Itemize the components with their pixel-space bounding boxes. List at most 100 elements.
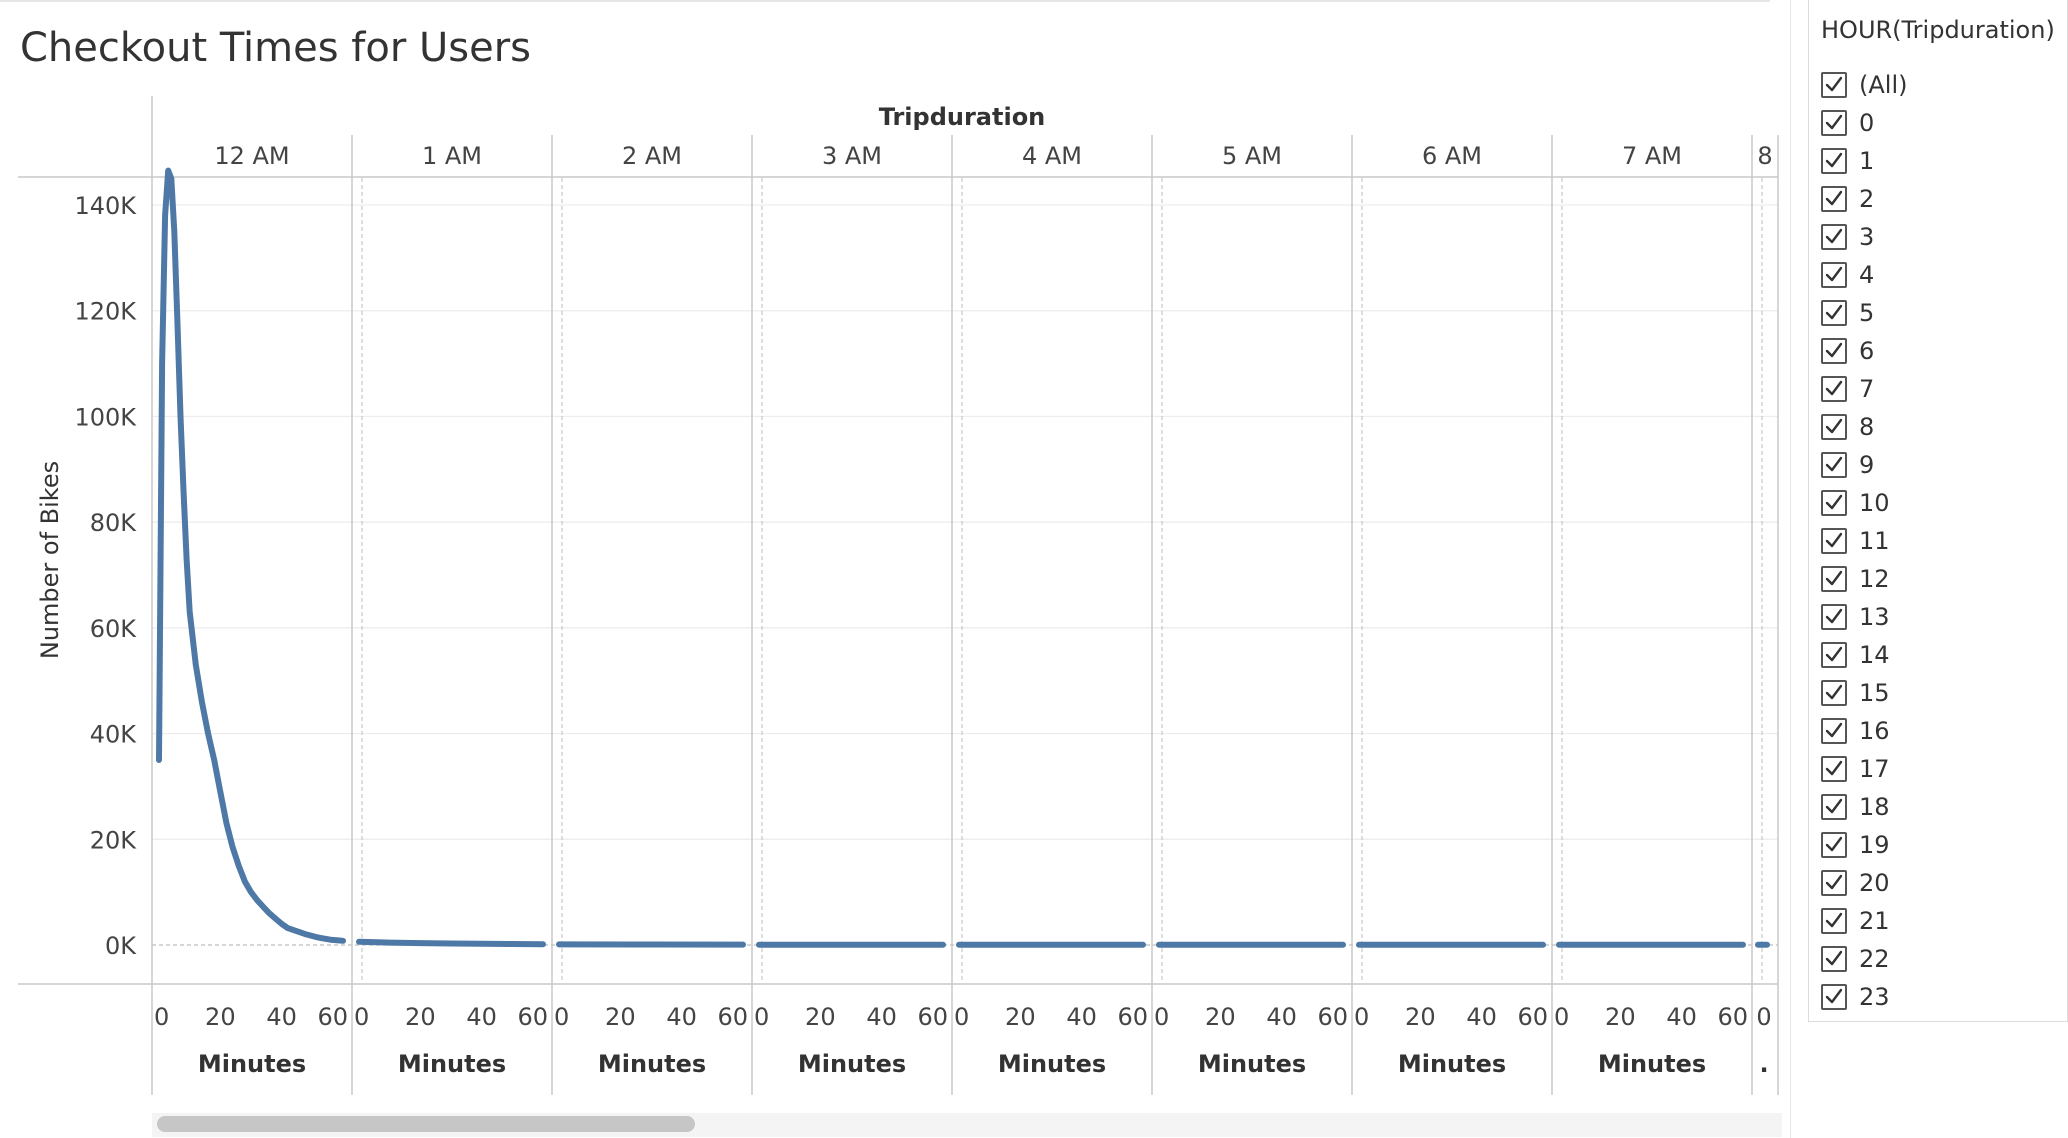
filter-item[interactable]: 14 xyxy=(1821,636,1907,674)
filter-item[interactable]: 15 xyxy=(1821,674,1907,712)
filter-item[interactable]: 1 xyxy=(1821,142,1907,180)
y-tick-label: 100K xyxy=(74,403,137,431)
checkbox-checked-icon[interactable] xyxy=(1821,452,1847,478)
filter-item[interactable]: 9 xyxy=(1821,446,1907,484)
filter-item[interactable]: 7 xyxy=(1821,370,1907,408)
filter-item[interactable]: 21 xyxy=(1821,902,1907,940)
checkbox-checked-icon[interactable] xyxy=(1821,72,1847,98)
x-tick-label: 60 xyxy=(717,1003,748,1031)
x-axis-title: Minutes xyxy=(1198,1050,1306,1078)
filter-item-label: 11 xyxy=(1859,527,1890,555)
x-axis-title: Minutes xyxy=(798,1050,906,1078)
checkbox-checked-icon[interactable] xyxy=(1821,604,1847,630)
x-tick-label: 40 xyxy=(266,1003,297,1031)
filter-item-label: 16 xyxy=(1859,717,1890,745)
checkbox-checked-icon[interactable] xyxy=(1821,832,1847,858)
x-axis-title: Minutes xyxy=(598,1050,706,1078)
x-tick-label: 0 xyxy=(154,1003,169,1031)
filter-item[interactable]: 6 xyxy=(1821,332,1907,370)
filter-item[interactable]: 5 xyxy=(1821,294,1907,332)
x-tick-label: 20 xyxy=(205,1003,236,1031)
x-tick-label: 40 xyxy=(1466,1003,1497,1031)
checkbox-checked-icon[interactable] xyxy=(1821,148,1847,174)
x-tick-label: 20 xyxy=(1205,1003,1236,1031)
filter-item-label: 7 xyxy=(1859,375,1875,403)
checkbox-checked-icon[interactable] xyxy=(1821,946,1847,972)
filter-item[interactable]: 23 xyxy=(1821,978,1907,1016)
filter-item[interactable]: 3 xyxy=(1821,218,1907,256)
filter-item-label: 10 xyxy=(1859,489,1890,517)
series-line-1-am xyxy=(356,938,546,948)
checkbox-checked-icon[interactable] xyxy=(1821,870,1847,896)
panel-divider xyxy=(1790,0,1791,1138)
checkbox-checked-icon[interactable] xyxy=(1821,566,1847,592)
x-tick-label: 60 xyxy=(1517,1003,1548,1031)
filter-item[interactable]: 10 xyxy=(1821,484,1907,522)
y-tick-label: 140K xyxy=(74,192,137,220)
checkbox-checked-icon[interactable] xyxy=(1821,680,1847,706)
checkbox-checked-icon[interactable] xyxy=(1821,376,1847,402)
filter-item-label: 18 xyxy=(1859,793,1890,821)
x-tick-label: 20 xyxy=(805,1003,836,1031)
filter-item-label: 0 xyxy=(1859,109,1875,137)
panel-header-label: 1 AM xyxy=(422,142,482,170)
x-tick-label: 20 xyxy=(1605,1003,1636,1031)
x-tick-label: 0 xyxy=(1756,1003,1771,1031)
filter-item-label: 4 xyxy=(1859,261,1875,289)
x-tick-label: 0 xyxy=(954,1003,969,1031)
filter-item[interactable]: 8 xyxy=(1821,408,1907,446)
x-axis-title: Minutes xyxy=(198,1050,306,1078)
checkbox-checked-icon[interactable] xyxy=(1821,110,1847,136)
filter-item[interactable]: 19 xyxy=(1821,826,1907,864)
filter-item[interactable]: 16 xyxy=(1821,712,1907,750)
y-tick-label: 20K xyxy=(90,826,138,854)
checkbox-checked-icon[interactable] xyxy=(1821,224,1847,250)
horizontal-scrollbar-thumb[interactable] xyxy=(157,1116,695,1132)
filter-item-label: 14 xyxy=(1859,641,1890,669)
checkbox-checked-icon[interactable] xyxy=(1821,186,1847,212)
checkbox-checked-icon[interactable] xyxy=(1821,908,1847,934)
panel-header-label: 4 AM xyxy=(1022,142,1082,170)
filter-item[interactable]: 0 xyxy=(1821,104,1907,142)
filter-title: HOUR(Tripduration) xyxy=(1821,16,2055,44)
filter-item-label: 8 xyxy=(1859,413,1875,441)
x-tick-label: 0 xyxy=(754,1003,769,1031)
filter-panel: HOUR(Tripduration) (All) 0 1 2 3 4 5 6 7 8 9 10 11 12… xyxy=(1808,0,2068,1022)
checkbox-checked-icon[interactable] xyxy=(1821,794,1847,820)
checkbox-checked-icon[interactable] xyxy=(1821,414,1847,440)
filter-item[interactable]: 18 xyxy=(1821,788,1907,826)
checkbox-checked-icon[interactable] xyxy=(1821,642,1847,668)
filter-item[interactable]: 17 xyxy=(1821,750,1907,788)
checkbox-checked-icon[interactable] xyxy=(1821,262,1847,288)
x-axis-title: Minutes xyxy=(1598,1050,1706,1078)
panel-header-label: 8 xyxy=(1757,142,1772,170)
checkbox-checked-icon[interactable] xyxy=(1821,756,1847,782)
panel-header-label: 2 AM xyxy=(622,142,682,170)
checkbox-checked-icon[interactable] xyxy=(1821,490,1847,516)
panel-header-label: 7 AM xyxy=(1622,142,1682,170)
filter-item[interactable]: 11 xyxy=(1821,522,1907,560)
y-axis-label: Number of Bikes xyxy=(36,461,64,659)
filter-item[interactable]: 4 xyxy=(1821,256,1907,294)
filter-item[interactable]: 2 xyxy=(1821,180,1907,218)
checkbox-checked-icon[interactable] xyxy=(1821,528,1847,554)
checkbox-checked-icon[interactable] xyxy=(1821,718,1847,744)
filter-item[interactable]: 20 xyxy=(1821,864,1907,902)
checkbox-checked-icon[interactable] xyxy=(1821,338,1847,364)
x-tick-label: 40 xyxy=(466,1003,497,1031)
y-tick-label: 0K xyxy=(105,932,137,960)
filter-item[interactable]: (All) xyxy=(1821,66,1907,104)
x-tick-label: 60 xyxy=(917,1003,948,1031)
x-tick-label: 0 xyxy=(1154,1003,1169,1031)
filter-item-label: 19 xyxy=(1859,831,1890,859)
filter-item[interactable]: 12 xyxy=(1821,560,1907,598)
y-tick-label: 80K xyxy=(90,509,138,537)
filter-item[interactable]: 22 xyxy=(1821,940,1907,978)
panel-header-label: 5 AM xyxy=(1222,142,1282,170)
filter-item[interactable]: 13 xyxy=(1821,598,1907,636)
x-tick-label: 60 xyxy=(517,1003,548,1031)
checkbox-checked-icon[interactable] xyxy=(1821,300,1847,326)
x-tick-label: 0 xyxy=(354,1003,369,1031)
filter-item-label: 3 xyxy=(1859,223,1875,251)
checkbox-checked-icon[interactable] xyxy=(1821,984,1847,1010)
